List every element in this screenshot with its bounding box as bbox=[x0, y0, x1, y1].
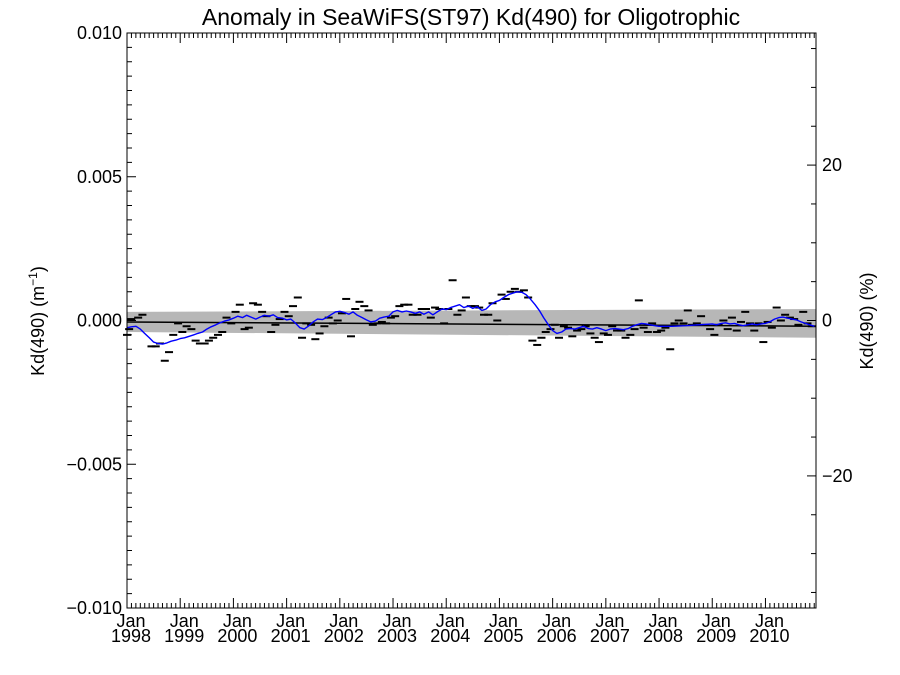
x-tick-month: Jan bbox=[755, 611, 784, 631]
y2-tick-label: 0 bbox=[822, 311, 832, 331]
x-tick-year: 2007 bbox=[590, 626, 630, 646]
x-tick-year: 2001 bbox=[271, 626, 311, 646]
running-mean-line bbox=[126, 291, 815, 345]
x-tick-month: Jan bbox=[383, 611, 412, 631]
x-tick-month: Jan bbox=[116, 611, 145, 631]
y-axis-label-exponent: −1 bbox=[26, 272, 40, 286]
x-tick-year: 2000 bbox=[217, 626, 257, 646]
x-tick-month: Jan bbox=[649, 611, 678, 631]
y-tick-label: −0.010 bbox=[66, 598, 122, 618]
y-axis-label-text: Kd(490) (m bbox=[28, 286, 48, 376]
x-tick-year: 2006 bbox=[537, 626, 577, 646]
y-axis-label-close: ) bbox=[28, 266, 48, 272]
x-tick-month: Jan bbox=[702, 611, 731, 631]
chart-title: Anomaly in SeaWiFS(ST97) Kd(490) for Oli… bbox=[202, 4, 740, 30]
x-tick-year: 1998 bbox=[111, 626, 151, 646]
y-tick-label: −0.005 bbox=[66, 454, 122, 474]
x-tick-month: Jan bbox=[276, 611, 305, 631]
y-tick-label: 0.005 bbox=[77, 167, 122, 187]
x-tick-month: Jan bbox=[436, 611, 465, 631]
x-tick-month: Jan bbox=[542, 611, 571, 631]
x-tick-year: 2003 bbox=[377, 626, 417, 646]
x-tick-month: Jan bbox=[489, 611, 518, 631]
x-tick-year: 2002 bbox=[324, 626, 364, 646]
x-tick-year: 2010 bbox=[749, 626, 789, 646]
x-tick-month: Jan bbox=[595, 611, 624, 631]
trend-line bbox=[126, 321, 817, 327]
x-tick-month: Jan bbox=[329, 611, 358, 631]
y-axis-label: Kd(490) (m−1) bbox=[26, 266, 48, 376]
y-tick-label: 0.000 bbox=[77, 311, 122, 331]
plot-area bbox=[123, 279, 817, 362]
x-tick-month: Jan bbox=[223, 611, 252, 631]
y2-tick-label: −20 bbox=[822, 466, 853, 486]
y2-tick-label: 20 bbox=[822, 155, 842, 175]
x-tick-month: Jan bbox=[170, 611, 199, 631]
y-tick-label: 0.010 bbox=[77, 23, 122, 43]
monthly-anomaly-marks bbox=[123, 279, 816, 362]
x-tick-year: 2004 bbox=[430, 626, 470, 646]
axes: −0.010−0.0050.0000.0050.010−20020Jan1998… bbox=[66, 23, 852, 646]
x-tick-year: 2009 bbox=[696, 626, 736, 646]
x-tick-year: 2008 bbox=[643, 626, 683, 646]
y2-axis-label: Kd(490) (%) bbox=[857, 272, 877, 369]
x-tick-year: 1999 bbox=[164, 626, 204, 646]
x-tick-year: 2005 bbox=[483, 626, 523, 646]
